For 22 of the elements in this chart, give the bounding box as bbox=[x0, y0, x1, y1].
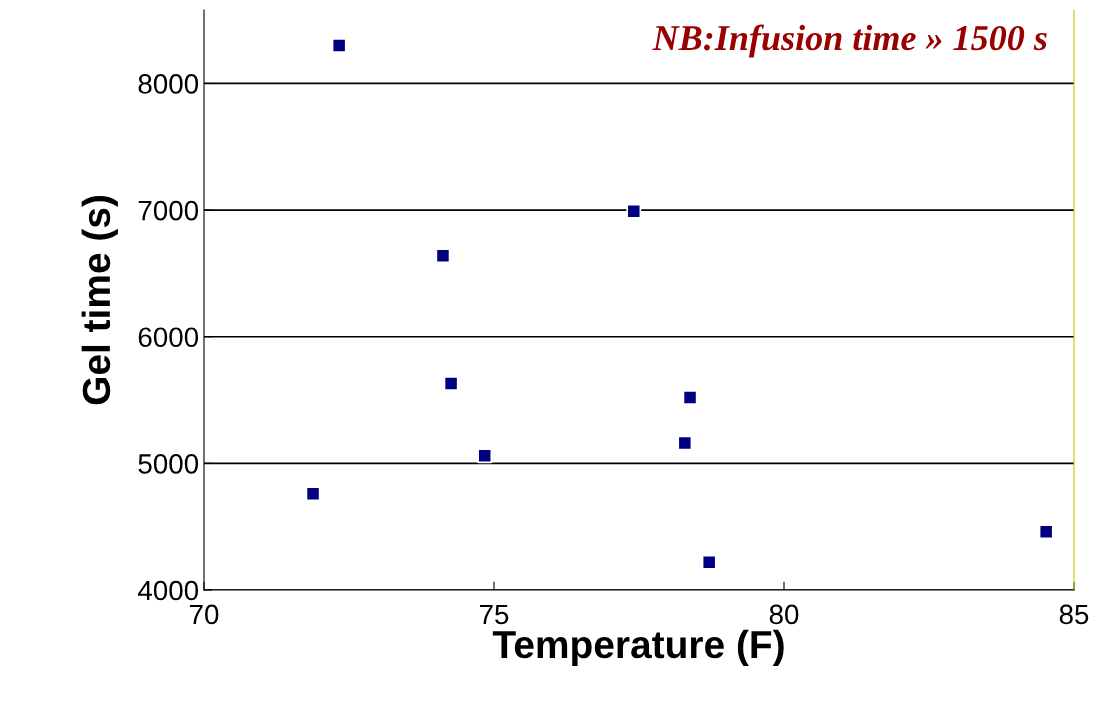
point bbox=[435, 248, 451, 264]
x-axis-title: Temperature (F) bbox=[492, 629, 784, 667]
y-tick-label: 7000 bbox=[138, 200, 199, 221]
point bbox=[305, 486, 321, 502]
x-tick-label: 80 bbox=[769, 604, 799, 625]
point bbox=[701, 554, 717, 570]
y-tick-label: 6000 bbox=[138, 327, 199, 348]
annotation: NB:Infusion time » 1500 s bbox=[652, 24, 1047, 58]
x-tick-label: 70 bbox=[189, 604, 219, 625]
point bbox=[477, 448, 493, 464]
y-tick-label: 4000 bbox=[137, 580, 199, 601]
point bbox=[682, 390, 698, 405]
x-tick-label: 85 bbox=[1059, 604, 1089, 625]
y-axis-title: Gel time (s) bbox=[81, 196, 118, 405]
point bbox=[331, 38, 347, 53]
point bbox=[677, 435, 693, 451]
point bbox=[626, 203, 642, 219]
x-tick-label: 75 bbox=[479, 604, 509, 625]
point bbox=[1038, 524, 1054, 540]
y-tick-label: 8000 bbox=[138, 74, 199, 94]
point bbox=[443, 376, 459, 392]
y-tick-label: 5000 bbox=[138, 454, 199, 474]
